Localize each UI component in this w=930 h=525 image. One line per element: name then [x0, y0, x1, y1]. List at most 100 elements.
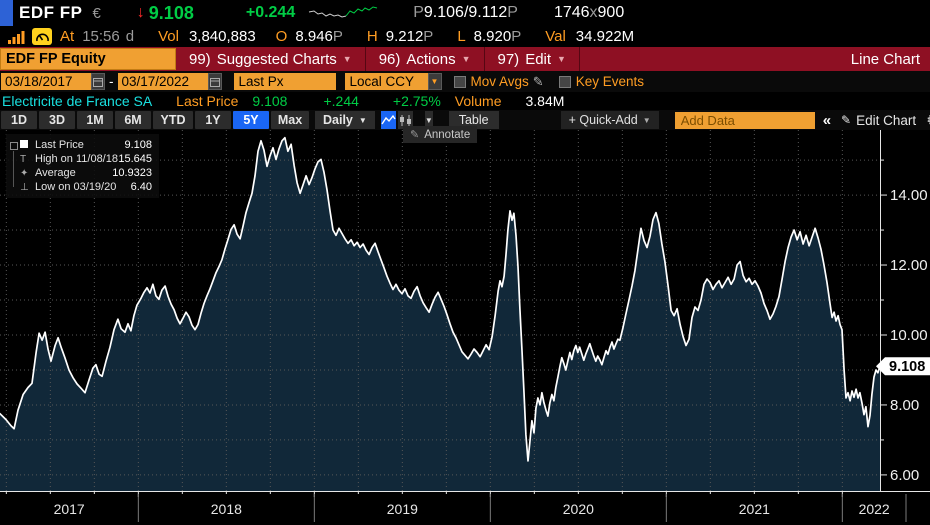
high-label: H	[366, 28, 378, 45]
add-data-input[interactable]	[674, 111, 815, 129]
mov-avgs-checkbox[interactable]	[453, 75, 466, 88]
last-price-value: 9.108	[252, 93, 288, 109]
currency-symbol: €	[92, 4, 101, 22]
function-menu-bar: EDF FP Equity 99) Suggested Charts ▼ 96) Ac…	[0, 47, 930, 71]
svg-text:2021: 2021	[739, 501, 770, 517]
traded-value: 34.922M	[575, 28, 635, 45]
chevron-down-icon: ▼	[424, 115, 433, 125]
at-label: At	[60, 28, 75, 45]
bid-ask-quote: P9.106/9.112P	[413, 4, 518, 21]
menu-suggested-charts[interactable]: 99) Suggested Charts ▼	[176, 47, 366, 71]
chart-legend[interactable]: Last Price 9.108 T High on 11/08/18 15.6…	[6, 134, 159, 198]
period-3d-button[interactable]: 3D	[39, 111, 75, 129]
key-events-checkbox[interactable]	[558, 75, 571, 88]
svg-text:2019: 2019	[387, 501, 418, 517]
sparkline-icon	[309, 6, 378, 18]
volume-label: Volume	[454, 93, 502, 109]
open-value: 8.946P	[295, 28, 343, 45]
period-5y-button[interactable]: 5Y	[233, 111, 269, 129]
period-ytd-button[interactable]: YTD	[153, 111, 193, 129]
collapse-panel-button[interactable]: «	[822, 111, 832, 129]
pencil-icon: ✎	[841, 113, 852, 127]
svg-text:8.00: 8.00	[890, 397, 919, 414]
low-value: 8.920P	[473, 28, 522, 45]
chevron-down-icon: ▼	[342, 54, 352, 64]
change-percent: +2.75%	[392, 93, 441, 109]
high-value: 9.212P	[385, 28, 434, 45]
key-events-label: Key Events	[575, 74, 644, 89]
svg-text:9.108: 9.108	[889, 359, 925, 375]
quote-time: 15:56	[82, 28, 120, 45]
pencil-icon[interactable]: ✎	[532, 73, 544, 89]
low-marker-icon: ⊥	[20, 181, 29, 193]
chart-region: 6.00 8.00 10.00 12.00 14.00 2017 2018 2019 2020 2…	[0, 130, 930, 525]
quick-add-button[interactable]: + Quick-Add ▼	[560, 111, 659, 129]
gear-icon[interactable]: ⚙	[926, 111, 930, 129]
period-1y-button[interactable]: 1Y	[195, 111, 231, 129]
legend-row-last-price[interactable]: Last Price 9.108	[20, 138, 152, 152]
price-field-select[interactable]: Last Px	[233, 73, 336, 90]
svg-text:14.00: 14.00	[890, 187, 928, 204]
period-1m-button[interactable]: 1M	[77, 111, 113, 129]
gauge-icon[interactable]	[32, 28, 52, 45]
legend-row-high[interactable]: T High on 11/08/18 15.645	[20, 153, 152, 165]
vol-label: Vol	[158, 28, 179, 45]
table-button[interactable]: Table	[448, 111, 499, 129]
signal-bars-icon	[8, 30, 26, 44]
chevron-down-icon: ▼	[461, 54, 471, 64]
calendar-icon[interactable]	[207, 73, 222, 90]
security-info-bar: Electricite de France SA Last Price 9.10…	[0, 92, 930, 110]
last-price-label: Last Price	[176, 93, 239, 109]
delay-flag: d	[125, 28, 135, 45]
quote-header: EDF FP € ↓ 9.108 +0.244 P9.106/9.112P 17…	[0, 0, 930, 26]
chevron-down-icon: ▼	[642, 115, 651, 125]
svg-text:2020: 2020	[563, 501, 594, 517]
function-title: Line Chart	[850, 50, 920, 68]
frequency-select[interactable]: Daily ▼	[315, 111, 375, 129]
status-bar: At 15:56 d Vol 3,840,883 O 8.946P H 9.21…	[0, 26, 930, 47]
security-input[interactable]: EDF FP Equity	[0, 48, 176, 70]
low-label: L	[457, 28, 466, 45]
period-1d-button[interactable]: 1D	[1, 111, 37, 129]
svg-text:12.00: 12.00	[890, 257, 928, 274]
svg-text:2017: 2017	[54, 501, 85, 517]
period-6m-button[interactable]: 6M	[115, 111, 151, 129]
pencil-icon: ✎	[410, 129, 420, 141]
menu-actions[interactable]: 96) Actions ▼	[366, 47, 485, 71]
line-chart-type-button[interactable]	[380, 111, 396, 129]
chart-type-dropdown[interactable]: ▼	[424, 111, 433, 129]
ticker-symbol: EDF FP	[19, 3, 83, 22]
calendar-icon[interactable]	[91, 73, 105, 90]
annotate-tooltip: ✎ Annotate	[403, 126, 478, 143]
price-chart[interactable]: 6.00 8.00 10.00 12.00 14.00 2017 2018 2019 2020 2…	[0, 130, 930, 525]
volume-short-value: 3.84M	[525, 93, 565, 109]
legend-row-low[interactable]: ⊥ Low on 03/19/20 6.40	[20, 181, 152, 193]
price-change: +0.244	[245, 4, 296, 21]
menu-edit[interactable]: 97) Edit ▼	[485, 47, 580, 71]
legend-tree-toggle[interactable]	[9, 138, 20, 194]
last-price: 9.108	[148, 2, 194, 23]
high-marker-icon: T	[20, 153, 27, 165]
period-max-button[interactable]: Max	[271, 111, 309, 129]
date-to-input[interactable]: 03/17/2022	[117, 73, 208, 90]
chevron-down-icon: ▼	[358, 115, 367, 125]
chart-settings-bar: 03/18/2017 - 03/17/2022 Last Px Local CC…	[0, 71, 930, 92]
volume-value: 3,840,883	[188, 28, 256, 45]
chart-toolbar: 1D 3D 1M 6M YTD 1Y 5Y Max Daily ▼ ▼ Table…	[0, 110, 930, 130]
change-value: +.244	[323, 93, 359, 109]
bid-ask-size: 1746x900	[553, 4, 625, 21]
edit-chart-button[interactable]: ✎ Edit Chart	[841, 112, 917, 128]
candle-chart-type-button[interactable]	[397, 111, 413, 129]
currency-select[interactable]: Local CCY	[344, 73, 428, 90]
svg-text:2022: 2022	[859, 501, 890, 517]
date-range-dash: -	[109, 74, 114, 89]
chevron-down-icon[interactable]: ▼	[427, 73, 442, 90]
chevron-down-icon: ▼	[557, 54, 566, 64]
legend-row-average[interactable]: ✦ Average 10.9323	[20, 167, 152, 179]
average-marker-icon: ✦	[20, 167, 29, 179]
panel-indicator	[0, 0, 13, 26]
open-label: O	[275, 28, 288, 45]
svg-text:2018: 2018	[211, 501, 242, 517]
date-from-input[interactable]: 03/18/2017	[1, 73, 91, 90]
